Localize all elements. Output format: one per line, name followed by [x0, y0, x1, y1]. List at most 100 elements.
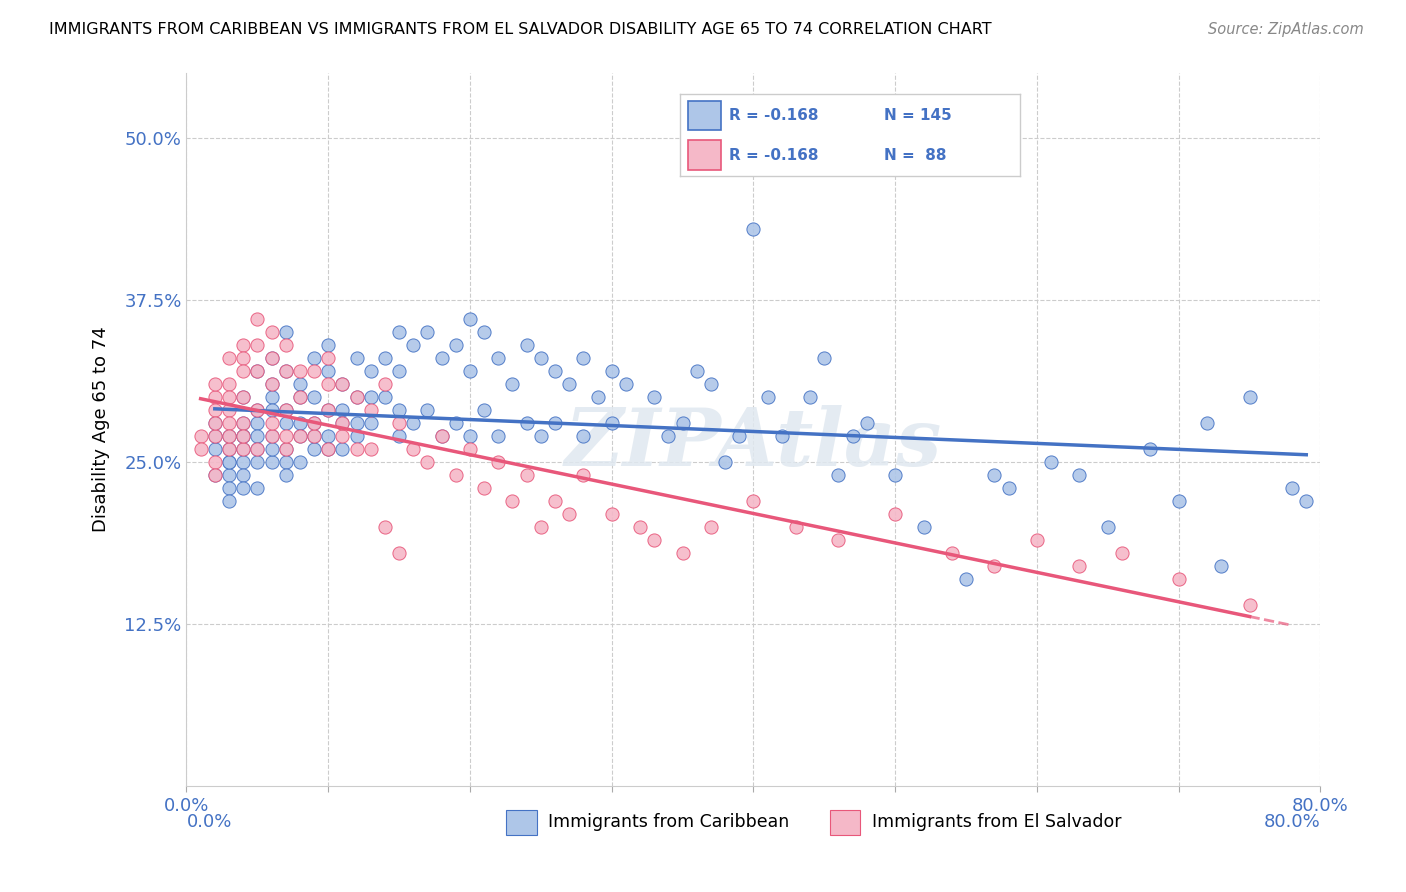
Point [316, 351, 339, 366]
Point [274, 429, 297, 443]
Point [346, 416, 368, 430]
Point [260, 442, 283, 456]
Point [288, 390, 311, 404]
Point [218, 429, 240, 443]
Point [856, 416, 879, 430]
Point [316, 442, 339, 456]
Point [388, 364, 411, 378]
Point [1295, 494, 1317, 508]
Point [983, 558, 1005, 573]
Point [288, 377, 311, 392]
Point [274, 442, 297, 456]
Point [260, 326, 283, 340]
Point [983, 467, 1005, 482]
Point [232, 416, 254, 430]
Point [260, 429, 283, 443]
Point [614, 377, 637, 392]
Point [997, 481, 1019, 495]
Point [458, 364, 481, 378]
Point [458, 442, 481, 456]
Point [274, 403, 297, 417]
Point [657, 429, 679, 443]
Point [260, 416, 283, 430]
Point [558, 507, 581, 521]
Point [486, 455, 509, 469]
Point [486, 351, 509, 366]
Point [1111, 546, 1133, 560]
Point [544, 416, 567, 430]
Point [316, 429, 339, 443]
Point [416, 455, 439, 469]
Point [260, 429, 283, 443]
Point [332, 442, 354, 456]
Point [374, 390, 396, 404]
Point [799, 390, 821, 404]
Point [204, 467, 226, 482]
Point [204, 377, 226, 392]
Point [218, 455, 240, 469]
Point [600, 507, 623, 521]
Point [316, 364, 339, 378]
Point [572, 467, 595, 482]
Point [714, 455, 737, 469]
Point [246, 442, 269, 456]
Point [260, 455, 283, 469]
Text: Immigrants from Caribbean: Immigrants from Caribbean [548, 813, 790, 830]
Text: Immigrants from El Salvador: Immigrants from El Salvador [872, 813, 1121, 830]
Point [501, 494, 523, 508]
Point [1069, 467, 1091, 482]
Point [246, 481, 269, 495]
Point [204, 429, 226, 443]
Point [628, 520, 651, 534]
Point [742, 221, 765, 235]
Point [586, 390, 609, 404]
Point [1167, 572, 1189, 586]
Point [232, 481, 254, 495]
Point [770, 429, 793, 443]
Point [260, 403, 283, 417]
Point [430, 429, 453, 443]
Point [332, 416, 354, 430]
Point [288, 455, 311, 469]
Point [232, 338, 254, 352]
Point [204, 416, 226, 430]
Point [218, 390, 240, 404]
Point [316, 442, 339, 456]
Point [218, 403, 240, 417]
Point [232, 390, 254, 404]
Point [360, 403, 382, 417]
Point [246, 364, 269, 378]
Point [884, 507, 907, 521]
Point [671, 546, 693, 560]
Point [572, 429, 595, 443]
Point [1195, 416, 1218, 430]
Point [530, 520, 553, 534]
Point [756, 390, 779, 404]
Point [274, 364, 297, 378]
Point [218, 481, 240, 495]
Point [955, 572, 977, 586]
Point [1239, 390, 1261, 404]
Point [274, 442, 297, 456]
Point [1040, 455, 1063, 469]
Point [274, 416, 297, 430]
Point [218, 442, 240, 456]
Point [288, 429, 311, 443]
Point [302, 390, 325, 404]
Point [302, 364, 325, 378]
Point [444, 467, 467, 482]
Point [671, 416, 693, 430]
Point [204, 429, 226, 443]
Point [1281, 481, 1303, 495]
Point [232, 455, 254, 469]
Point [204, 416, 226, 430]
Point [360, 390, 382, 404]
Point [643, 390, 665, 404]
Point [260, 351, 283, 366]
Text: IMMIGRANTS FROM CARIBBEAN VS IMMIGRANTS FROM EL SALVADOR DISABILITY AGE 65 TO 74: IMMIGRANTS FROM CARIBBEAN VS IMMIGRANTS … [49, 22, 991, 37]
Point [572, 351, 595, 366]
Point [260, 351, 283, 366]
Point [1239, 598, 1261, 612]
Point [643, 533, 665, 547]
Point [218, 467, 240, 482]
